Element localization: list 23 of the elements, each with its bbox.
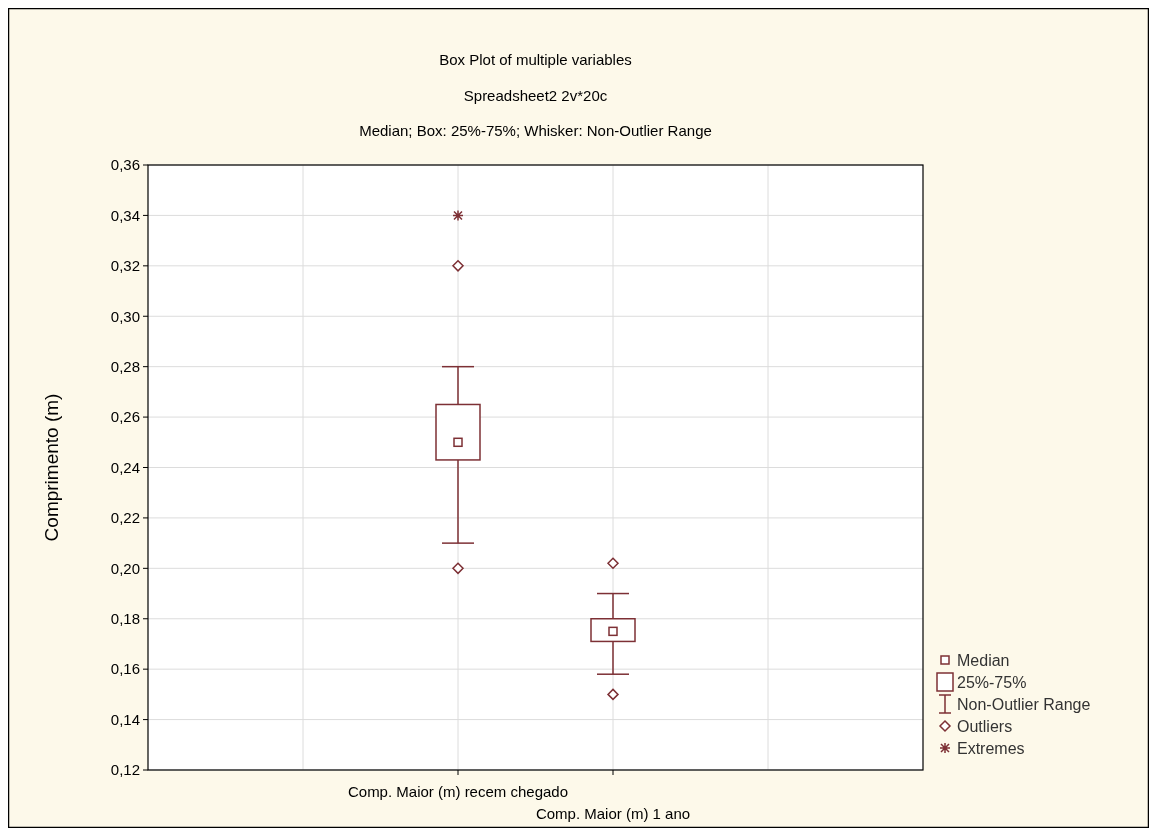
text: Non-Outlier Range	[957, 695, 1091, 713]
y-tick-label: 0,14	[110, 710, 140, 728]
y-tick-label: 0,22	[110, 509, 140, 527]
legend-label: Outliers	[957, 717, 1013, 735]
x-tick-label: Comp. Maior (m) 1 ano	[535, 805, 691, 822]
legend-label: Extremes	[957, 739, 1025, 757]
y-tick-label: 0,32	[110, 257, 140, 275]
y-tick-label: 0,24	[110, 458, 140, 476]
text: Spreadsheet2 2v*20c Median; Box: 25%-75%; Whisker: Non-Outlier Range	[359, 87, 712, 139]
y-tick-label: 0,18	[110, 610, 140, 627]
y-tick-label: 0,26	[110, 408, 140, 426]
y-tick-label: 0,20	[110, 559, 140, 577]
y-tick-label: 0,28	[110, 357, 140, 375]
text: Median	[957, 651, 1010, 669]
y-tick-label: 0,36	[110, 156, 140, 174]
chart-title: Box Plot of multiple variables	[439, 51, 632, 68]
x-tick-label: Comp. Maior (m) recem chegado	[347, 783, 569, 800]
y-tick-label: 0,12	[110, 761, 140, 779]
y-axis-title: Comprimento (m)	[41, 393, 62, 542]
y-tick-label: 0,16	[110, 660, 140, 678]
y-tick-label: 0,30	[110, 307, 140, 325]
y-tick-label: 0,34	[110, 206, 140, 224]
text: 25%-75%	[957, 673, 1027, 691]
